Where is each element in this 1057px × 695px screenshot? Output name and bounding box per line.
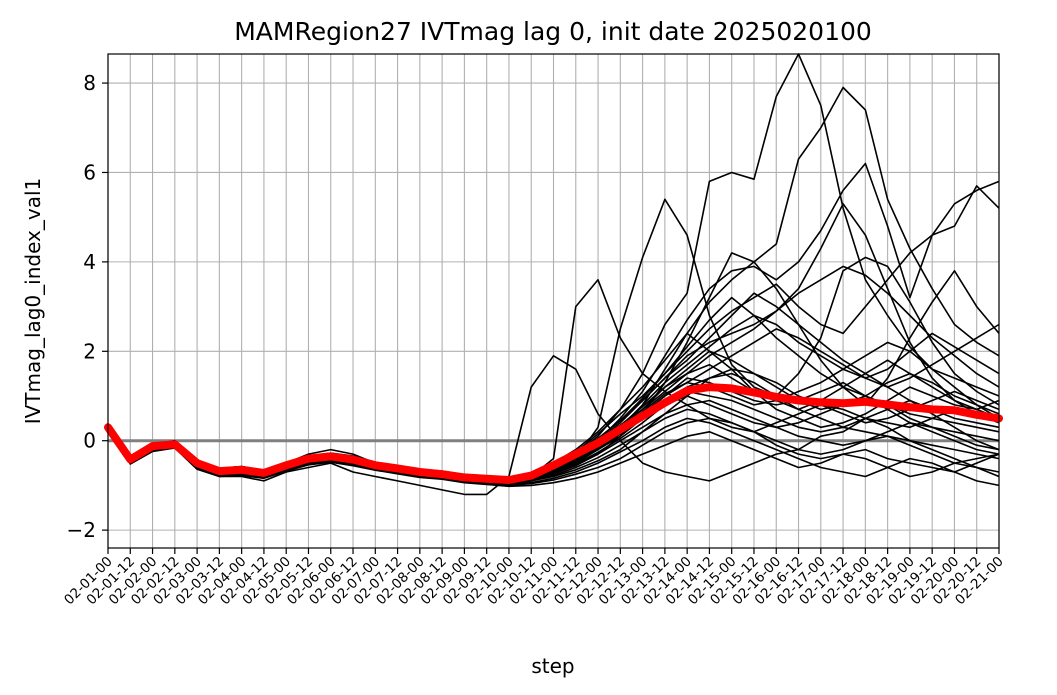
ensemble-mean-line (104, 383, 1003, 484)
x-axis-label: step (531, 654, 574, 678)
y-tick-label: 0 (83, 429, 96, 453)
y-axis-ticks: −2 0 2 4 6 8 (67, 71, 108, 542)
y-tick-label: 2 (83, 339, 96, 363)
y-tick-label: 8 (83, 71, 96, 95)
ensemble-member-line-18 (107, 426, 1000, 488)
ensemble-member-line-1 (107, 354, 1000, 496)
ensemble-mean (104, 383, 1003, 484)
grid (107, 54, 1000, 548)
ensemble-member-line-12 (107, 417, 1000, 487)
chart-title: MAMRegion27 IVTmag lag 0, init date 2025… (234, 17, 872, 46)
y-tick-label: 6 (83, 160, 96, 184)
y-tick-label: 4 (83, 250, 96, 274)
y-tick-label: −2 (67, 518, 96, 542)
y-axis-label: IVTmag_lag0_index_val1 (21, 178, 45, 425)
